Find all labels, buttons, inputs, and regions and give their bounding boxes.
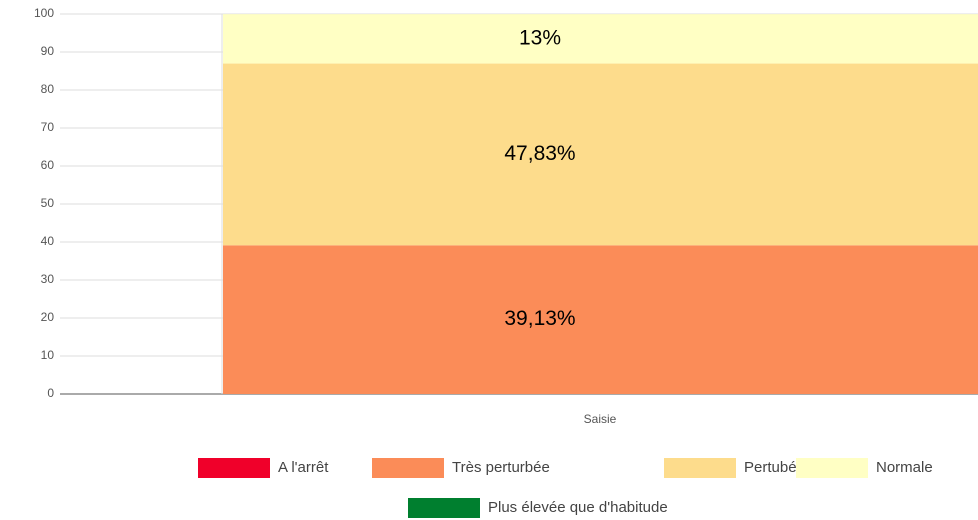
legend-label: Pertubée (744, 459, 805, 476)
legend-label: Très perturbée (452, 459, 550, 476)
legend-swatch (372, 458, 444, 478)
legend-label: Normale (876, 459, 933, 476)
y-tick-label: 60 (41, 158, 55, 172)
value-label: 39,13% (504, 307, 575, 330)
y-tick-label: 100 (34, 6, 54, 20)
legend-swatch (408, 498, 480, 518)
y-tick-label: 70 (41, 120, 55, 134)
legend-label: Plus élevée que d'habitude (488, 499, 668, 516)
y-tick-label: 0 (47, 386, 54, 400)
y-tick-label: 40 (41, 234, 55, 248)
bar-segment (223, 245, 978, 394)
y-tick-label: 90 (41, 44, 55, 58)
legend-swatch (664, 458, 736, 478)
value-label: 47,83% (504, 142, 575, 165)
legend-swatch (796, 458, 868, 478)
x-tick-label: Saisie (584, 412, 617, 426)
y-tick-label: 30 (41, 272, 55, 286)
bar-segment (223, 63, 978, 246)
legend-swatch (198, 458, 270, 478)
legend-label: A l'arrêt (278, 459, 329, 476)
value-label: 13% (519, 26, 561, 49)
y-tick-label: 10 (41, 348, 55, 362)
y-tick-label: 50 (41, 196, 55, 210)
y-tick-label: 20 (41, 310, 55, 324)
bar-segment (223, 14, 978, 64)
y-tick-label: 80 (41, 82, 55, 96)
